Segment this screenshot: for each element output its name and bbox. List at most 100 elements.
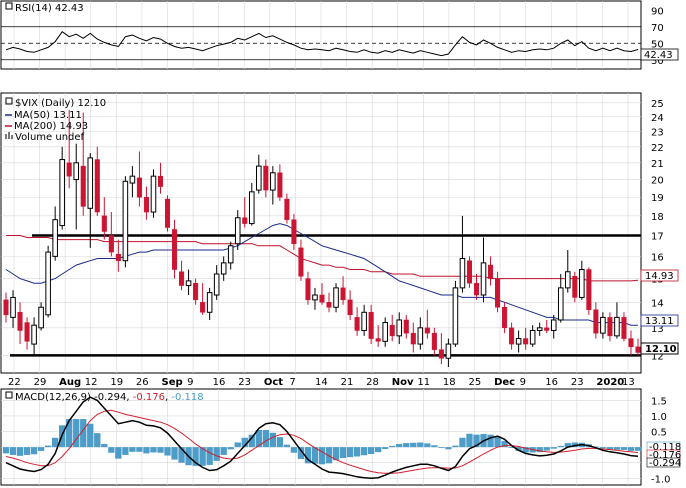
macd-label-title: MACD(12,26,9) [15,392,91,403]
macd-histogram-bar [515,447,522,451]
price-tick-label: 23 [651,128,664,139]
macd-histogram-bar [543,447,550,451]
candle-body [319,294,325,303]
candle [66,109,72,189]
candle [80,112,86,216]
x-axis-label: Dec [494,377,515,388]
candle-body [347,299,353,316]
candle-body [263,165,269,191]
x-axis-label: 23 [238,377,251,388]
candle-body [136,177,142,198]
macd-histogram-bar [157,447,164,453]
candle-body [635,346,641,353]
ma50-value-tag: 13.11 [640,314,679,327]
candle [150,169,157,218]
candle [523,327,529,350]
candle [213,265,220,300]
rsi-tick-label: 50 [651,39,664,50]
candle-body [614,316,620,337]
macd-histogram-bar [276,437,284,448]
macd-histogram-bar [199,447,206,466]
macd-histogram-bar [23,447,31,455]
candle [87,153,94,248]
candle-body [579,269,585,298]
candle-body [291,219,297,244]
candle [206,287,213,320]
candle [179,260,185,291]
macd-histogram-bar [396,444,403,448]
candle-body [312,294,318,301]
ma50-line [5,223,638,326]
candle-body [473,282,480,296]
macd-histogram-bar [248,434,255,448]
candle [410,322,416,353]
macd-histogram-bar [606,447,614,450]
macd-histogram-bar [445,447,452,450]
candle [593,302,599,339]
candle [298,239,304,281]
candle-body [340,287,346,301]
macd-histogram-bar [417,442,424,448]
candle-body [220,262,227,275]
price-tick-label: 19 [651,193,664,204]
macd-tick-label: -1.0 [651,474,671,485]
candle [466,256,472,288]
candle [73,143,80,230]
macd-line [5,396,639,480]
macd-histogram-bar [564,443,571,448]
macd-histogram-bar [178,447,185,463]
macd-tick-label: 1.5 [651,396,667,407]
x-axis-label: Aug [59,377,81,388]
price-tick-label: 20 [651,176,664,187]
macd-histogram-bar [367,447,375,454]
candle [536,322,543,336]
candle [424,309,430,339]
macd-histogram-bar [487,434,494,448]
x-axis-label: 16 [545,377,558,388]
rsi-label: RSI(14) 42.43 [15,3,84,14]
price-plot [3,109,641,368]
candle-body [438,349,444,359]
candle-body [424,327,430,334]
candle [24,317,30,350]
candle-body [213,273,220,296]
candle [263,159,269,198]
candle [164,195,171,232]
candle-body [200,302,206,313]
candle [368,304,374,345]
macd-histogram-bar [2,447,10,454]
x-axis-label: 22 [8,377,21,388]
macd-histogram-bar [550,447,557,449]
macd-histogram-bar [382,447,389,450]
rsi-plot [1,26,641,61]
candle [108,212,114,257]
candle [3,292,9,323]
price-tick-label: 18 [651,212,664,223]
macd-histogram-bar [360,447,368,456]
macd-histogram-bar [508,447,515,448]
x-axis-label: 11 [417,377,430,388]
candle [382,317,388,347]
macd-histogram-bar [136,447,143,452]
candle-body [621,317,627,339]
candle-body [326,302,332,308]
macd-histogram-bar [255,429,262,448]
candle [579,260,585,300]
candle [248,183,255,226]
candle [115,239,121,272]
candle [431,327,437,356]
macd-label-group: MACD(12,26,9) -0.294, -0.176, -0.118 [5,391,204,403]
grid-lines [1,1,641,485]
macd-histogram-bar [318,447,326,465]
candle [52,206,58,261]
macd-histogram-bar [115,447,122,459]
candle-body [607,317,613,337]
price-tick-label: 22 [651,143,664,154]
candle-body [284,198,290,220]
candle-body [550,319,557,331]
candle-body [523,338,529,345]
candle [502,302,508,334]
candle [220,256,227,281]
rsi-value-tag-text: 42.43 [644,50,673,61]
candle [227,241,234,270]
